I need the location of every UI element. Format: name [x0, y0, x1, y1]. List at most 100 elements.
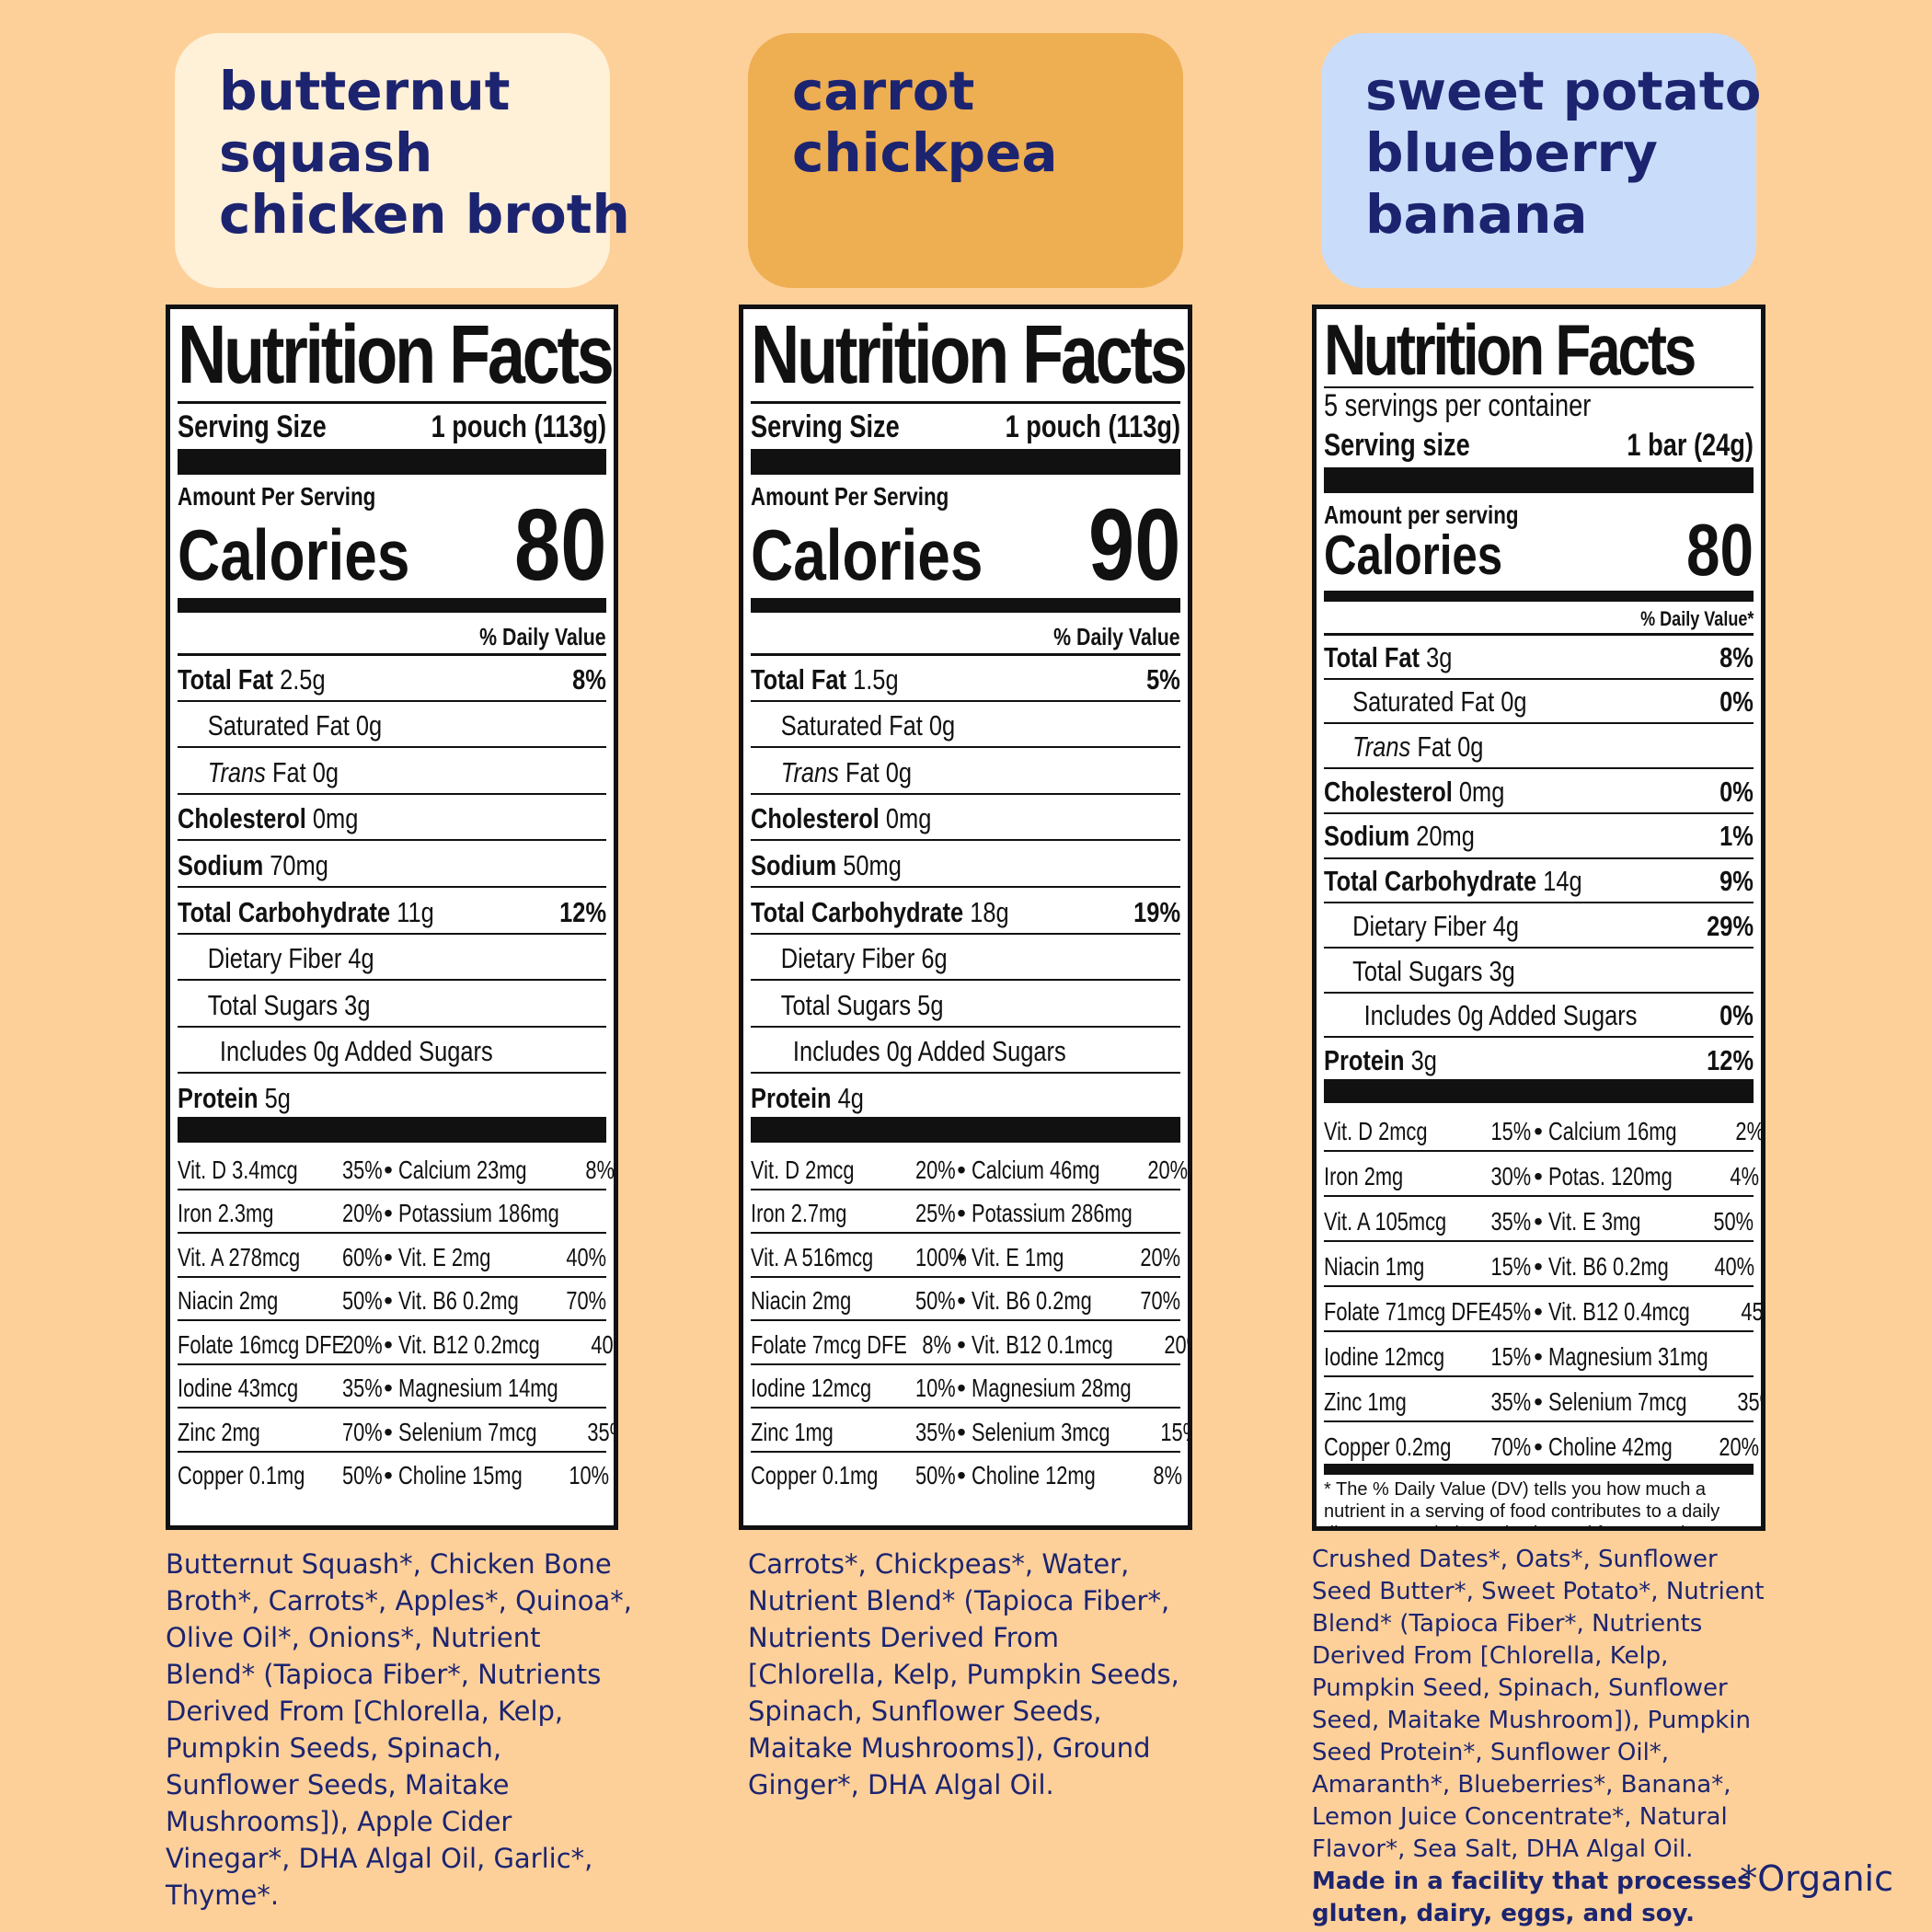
row-divider — [1324, 722, 1754, 725]
vitamin-name: Folate 16mcg DFE — [178, 1329, 346, 1359]
row-divider — [751, 1025, 1180, 1028]
nutrient-row: Trans Fat 0g — [178, 746, 606, 789]
nutrient-label: Dietary Fiber 4g — [178, 942, 374, 975]
vitamin-dv: 20% — [615, 1374, 618, 1403]
row-divider — [178, 1275, 606, 1278]
bullet-separator: • — [384, 1417, 393, 1446]
vitamin-name: Vit. A 516mcg — [751, 1242, 874, 1271]
row-divider — [751, 792, 1180, 795]
row-divider — [751, 1363, 1180, 1365]
vitamin-dv: 50% — [915, 1461, 956, 1489]
vitamin-name: Iron 2mg — [1324, 1162, 1404, 1190]
serving-size-value: 1 bar (24g) — [1627, 428, 1754, 463]
ingredients-text: Carrots*, Chickpeas*, Water, Nutrient Bl… — [748, 1546, 1190, 1803]
daily-value-label: % Daily Value — [1053, 623, 1180, 650]
nutrient-label: Protein 5g — [178, 1082, 291, 1115]
vitamin-row: Niacin 2mg 50% • Vit. B6 0.2mg 70% — [751, 1276, 1180, 1317]
nutrient-label: Saturated Fat 0g — [1324, 685, 1526, 719]
vitamin-dv: 50% — [1713, 1207, 1754, 1236]
vitamin-row: Vit. A 105mcg 35% • Vit. E 3mg 50% — [1324, 1195, 1754, 1236]
nutrient-label: Includes 0g Added Sugars — [1324, 999, 1638, 1032]
calories-row: Calories 80 — [178, 495, 606, 596]
thick-divider — [178, 1117, 606, 1143]
vitamin-name: Iron 2.3mg — [178, 1199, 274, 1227]
serving-size-label: Serving size — [1324, 428, 1470, 463]
nutrient-name: Saturated Fat — [1352, 685, 1495, 719]
vitamin-row: Zinc 2mg 70%•Selenium 7mcg 35% — [178, 1407, 614, 1447]
vitamin-name: Choline 42mg — [1548, 1432, 1673, 1461]
nutrient-label: Cholesterol 0mg — [178, 802, 358, 835]
vitamin-row: Zinc 1mg 35%•Selenium 3mcg 15% — [751, 1407, 1188, 1447]
vitamin-dv: 4% — [1730, 1162, 1759, 1190]
vitamin-name: Copper 0.1mg — [178, 1461, 305, 1489]
nutrient-row: Protein 4g — [751, 1072, 1180, 1115]
nutrient-row: Saturated Fat 0g — [178, 700, 606, 743]
ingredients-list: Butternut Squash*, Chicken Bone Broth*, … — [166, 1548, 632, 1911]
vitamin-dv: 25% — [615, 1199, 618, 1228]
vitamin-name: Calcium 16mg — [1548, 1117, 1677, 1145]
nutrient-row: Dietary Fiber 6g — [751, 933, 1180, 976]
vitamin-name: Iodine 12mcg — [751, 1374, 872, 1402]
nutrient-row: Total Carbohydrate 18g 19% — [751, 886, 1180, 929]
nutrient-dv: 5% — [1146, 662, 1180, 696]
vitamin-name: Vit. B12 0.1mcg — [972, 1329, 1113, 1359]
vitamin-row: Folate 7mcg DFE 8%•Vit. B12 0.1mcg 20% — [751, 1319, 1188, 1360]
vitamin-dv: 35% — [587, 1417, 614, 1446]
vitamin-name: Calcium 23mg — [398, 1155, 527, 1184]
vitamin-dv: 35% — [342, 1374, 383, 1402]
row-divider — [751, 932, 1180, 935]
vitamin-dv: 35% — [1188, 1374, 1189, 1403]
nutrient-amount: 6g — [921, 942, 948, 975]
nutrient-name: Dietary Fiber — [207, 942, 342, 975]
nutrient-label: Sodium 20mg — [1324, 820, 1475, 853]
title-line: carrot — [792, 60, 975, 122]
vitamin-dv: 70% — [1140, 1286, 1181, 1315]
vitamin-name: Copper 0.1mg — [751, 1461, 879, 1489]
ingredients-list: Crushed Dates*, Oats*, Sunflower Seed Bu… — [1312, 1546, 1765, 1863]
title-line: chickpea — [792, 121, 1058, 184]
nutrient-row: Trans Fat 0g — [1324, 722, 1754, 764]
vitamin-dv: 100% — [915, 1242, 967, 1271]
title-card-carrot: carrot chickpea — [748, 33, 1183, 288]
nutrient-dv: 12% — [1707, 1043, 1754, 1076]
vitamin-row: Copper 0.2mg 70% • Choline 42mg 20% — [1324, 1420, 1759, 1462]
nutrient-row: Includes 0g Added Sugars — [178, 1026, 606, 1069]
calories-label: Calories — [1324, 524, 1503, 586]
calories-row: Calories 90 — [751, 495, 1180, 596]
nf-title: Nutrition Facts — [1324, 309, 1696, 390]
row-divider — [178, 792, 606, 795]
nutrient-dv: 12% — [559, 895, 606, 928]
rule — [178, 401, 606, 404]
nutrient-amount: 5g — [917, 988, 944, 1021]
nutrient-name: Sodium — [751, 848, 837, 881]
vitamin-dv: 15% — [1490, 1342, 1532, 1371]
nutrition-facts-panel: Nutrition Facts Serving Size 1 pouch (113g… — [166, 305, 618, 1530]
title-line: sweet potato — [1365, 60, 1762, 122]
calories-value: 80 — [513, 489, 606, 602]
nutrient-dv: 1% — [1719, 820, 1754, 853]
bullet-separator: • — [1534, 1342, 1543, 1371]
nutrient-label: Trans Fat 0g — [1324, 730, 1483, 764]
nutrient-label: Trans Fat 0g — [178, 756, 339, 789]
title-card-butternut: butternut squash chicken broth — [175, 33, 630, 288]
ingredients-text: Crushed Dates*, Oats*, Sunflower Seed Bu… — [1312, 1544, 1772, 1930]
vitamin-dv: 40% — [591, 1329, 614, 1359]
nutrient-dv: 19% — [1133, 895, 1180, 928]
vitamin-name: Selenium 3mcg — [972, 1417, 1110, 1446]
bullet-separator: • — [957, 1242, 966, 1271]
vitamin-dv: 20% — [342, 1199, 383, 1227]
amount-per-serving: Amount Per Serving — [751, 482, 949, 511]
vitamin-dv: 45% — [1741, 1297, 1764, 1326]
nutrient-name: Cholesterol — [178, 802, 306, 835]
vitamin-dv: 30% — [1490, 1162, 1532, 1190]
vitamin-dv: 8% — [922, 1329, 951, 1359]
row-divider — [751, 1072, 1180, 1075]
title-card-sweet-potato: sweet potato blueberry banana — [1321, 33, 1762, 288]
row-divider — [1324, 677, 1754, 680]
calories-label: Calories — [178, 514, 410, 595]
ingredients-text: Butternut Squash*, Chicken Bone Broth*, … — [166, 1546, 635, 1914]
daily-value-label: % Daily Value — [479, 623, 606, 650]
nutrient-label: Total Carbohydrate 18g — [751, 896, 1009, 929]
